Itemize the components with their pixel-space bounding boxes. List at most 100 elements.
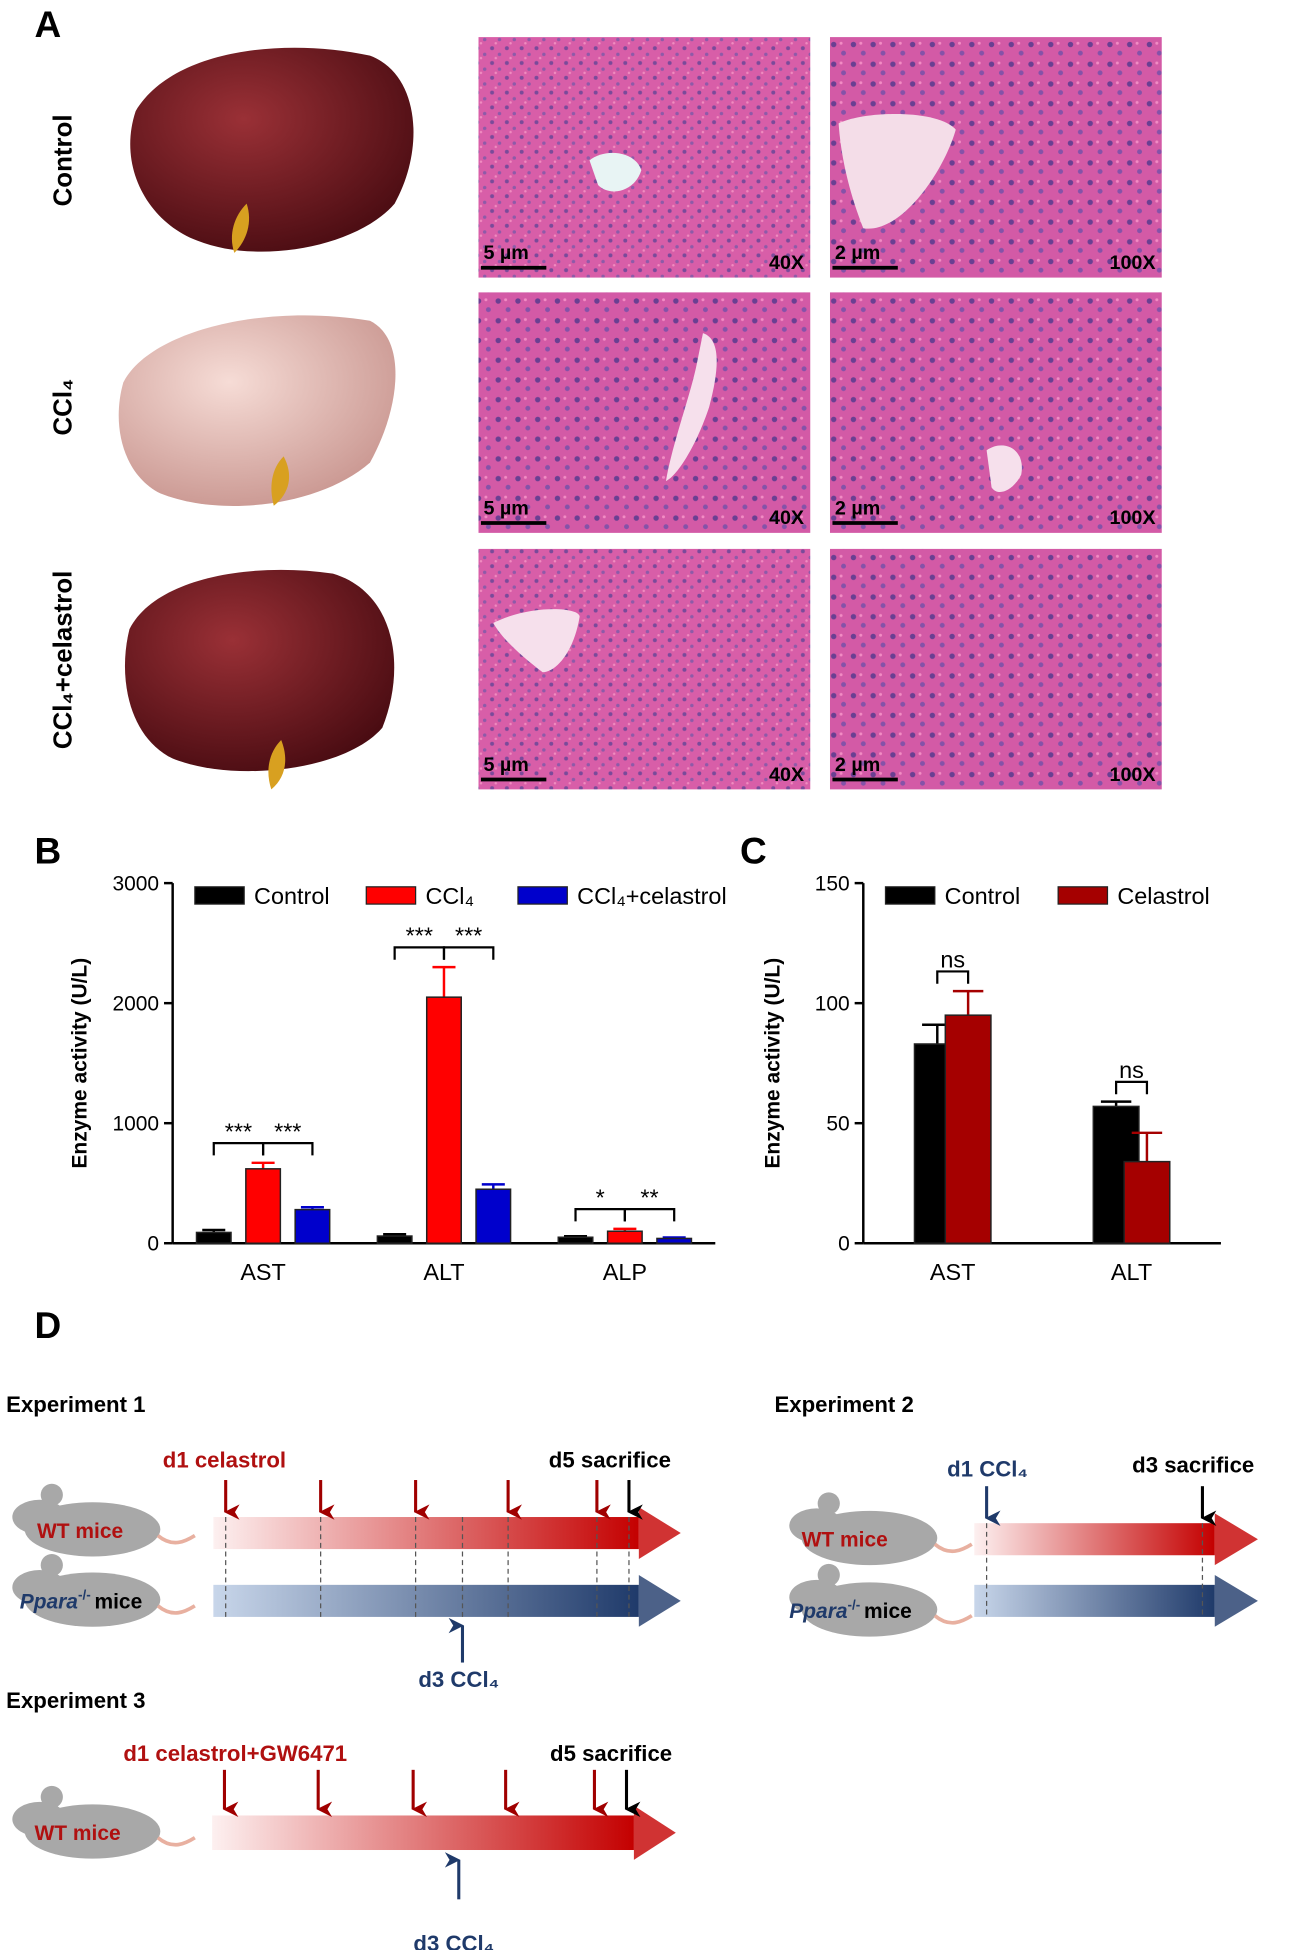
end-label: d5 sacrifice — [550, 1741, 672, 1766]
bar — [425, 996, 462, 1244]
dashed-guides — [225, 1517, 1204, 1617]
bar — [195, 1231, 232, 1244]
magnification: 100X — [1110, 252, 1156, 274]
group-label: Ppara-/- mice — [20, 1588, 143, 1614]
timeline-diagram — [12, 1480, 1258, 1900]
legend-label: CCl₄+celastrol — [577, 883, 727, 909]
significance-bracket — [623, 1207, 676, 1222]
timeline-arrow — [212, 1507, 1258, 1860]
scale-label: 2 µm — [835, 754, 880, 776]
magnification: 40X — [769, 507, 804, 529]
magnification: 40X — [769, 252, 804, 274]
panel-label: B — [35, 830, 62, 871]
y-axis-label: Enzyme activity (U/L) — [761, 958, 784, 1169]
y-tick-label: 100 — [815, 993, 850, 1016]
x-tick-label: AST — [240, 1259, 286, 1285]
legend-swatch — [1057, 886, 1109, 905]
significance-label: * — [596, 1184, 605, 1210]
y-tick-label: 0 — [838, 1233, 850, 1256]
gene: Ppara — [789, 1600, 848, 1623]
panel-label: D — [35, 1305, 62, 1346]
start-label: d1 CCl₄ — [947, 1456, 1028, 1481]
y-tick-label: 0 — [147, 1233, 159, 1256]
end-label: d5 sacrifice — [549, 1448, 671, 1473]
scale-label: 2 µm — [835, 497, 880, 519]
legend-swatch — [365, 886, 417, 905]
genotype: -/- — [78, 1588, 91, 1603]
bar — [944, 1014, 992, 1244]
panel-label: C — [740, 830, 767, 871]
histology-image — [478, 37, 1162, 790]
end-label: d3 sacrifice — [1132, 1453, 1254, 1478]
significance-bracket — [212, 1141, 265, 1156]
magnification: 40X — [769, 764, 804, 786]
legend-label: Control — [945, 883, 1021, 909]
liver-photo — [130, 47, 414, 253]
bar — [245, 1168, 282, 1244]
group-label: Ppara-/- mice — [789, 1598, 912, 1624]
experiment-title: Experiment 1 — [6, 1392, 145, 1417]
bar — [606, 1230, 643, 1244]
group-label: WT mice — [802, 1529, 888, 1552]
significance-bracket — [1114, 1080, 1149, 1095]
scale-label: 5 µm — [483, 497, 528, 519]
legend-swatch — [517, 886, 568, 905]
row-label: CCl₄+celastrol — [50, 571, 78, 749]
y-axis-label: Enzyme activity (U/L) — [68, 958, 91, 1169]
x-tick-label: ALP — [603, 1259, 647, 1285]
row-label: CCl₄ — [50, 379, 78, 436]
bar — [475, 1188, 512, 1244]
mid-label: d3 CCl₄ — [413, 1931, 494, 1950]
significance-bracket — [442, 946, 495, 960]
significance-label: ns — [940, 947, 965, 973]
scale-label: 5 µm — [483, 754, 528, 776]
legend-swatch — [194, 886, 245, 905]
bar — [376, 1235, 413, 1244]
panel-label: A — [35, 4, 62, 45]
y-tick-label: 150 — [815, 873, 850, 896]
magnification: 100X — [1110, 507, 1156, 529]
significance-label: ns — [1119, 1057, 1144, 1083]
legend-label: Control — [254, 883, 330, 909]
x-tick-label: AST — [930, 1259, 976, 1285]
legend-label: CCl₄ — [425, 883, 474, 909]
significance-bracket — [393, 946, 446, 960]
gene: Ppara — [20, 1590, 79, 1613]
bar — [1123, 1160, 1171, 1244]
y-tick-label: 1000 — [112, 1113, 159, 1136]
mouse-icon — [12, 1483, 973, 1859]
significance-label: ** — [640, 1184, 658, 1210]
scale-label: 5 µm — [483, 242, 528, 264]
magnification: 100X — [1110, 764, 1156, 786]
experiment-title: Experiment 2 — [774, 1392, 913, 1417]
liver-photo — [118, 315, 396, 506]
group-label: WT mice — [35, 1822, 121, 1845]
genotype: -/- — [848, 1598, 861, 1613]
dosing-arrows — [222, 1480, 1217, 1900]
row-label: Control — [50, 114, 78, 206]
experiment-title: Experiment 3 — [6, 1688, 145, 1713]
significance-bracket — [936, 970, 970, 984]
legend-swatch — [884, 886, 936, 905]
bar — [656, 1237, 693, 1244]
group-label: WT mice — [37, 1520, 123, 1543]
start-label: d1 celastrol+GW6471 — [123, 1741, 347, 1766]
y-tick-label: 3000 — [112, 873, 159, 896]
bar — [557, 1236, 594, 1244]
x-tick-label: ALT — [423, 1259, 464, 1285]
group-suffix: mice — [864, 1600, 912, 1623]
start-label: d1 celastrol — [163, 1448, 286, 1473]
y-tick-label: 50 — [826, 1113, 849, 1136]
significance-label: *** — [225, 1118, 252, 1144]
scale-label: 2 µm — [835, 242, 880, 264]
mid-label: d3 CCl₄ — [418, 1667, 499, 1692]
y-tick-label: 2000 — [112, 993, 159, 1016]
liver-photo — [124, 569, 395, 790]
legend-label: Celastrol — [1117, 883, 1209, 909]
scale-bars — [480, 265, 898, 782]
significance-label: *** — [455, 923, 482, 949]
significance-bracket — [261, 1141, 314, 1156]
